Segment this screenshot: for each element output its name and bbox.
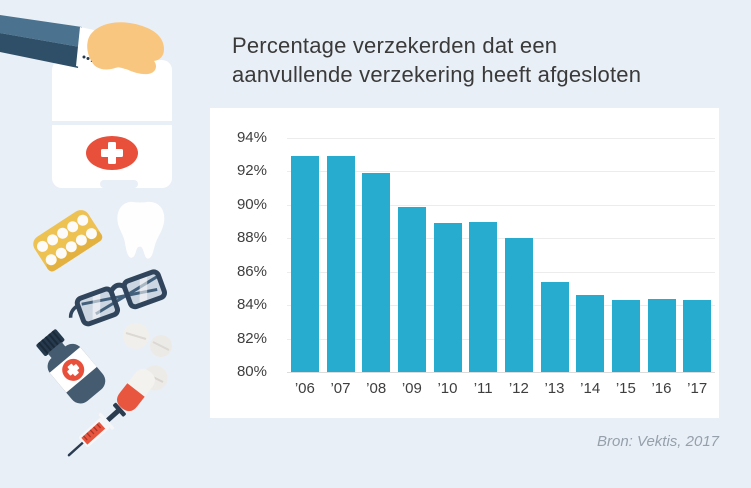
y-tick-label: 92% [236,162,267,180]
glasses-icon [68,269,168,327]
gridline [287,372,715,373]
bar [469,221,498,372]
gridline [287,204,715,206]
bar [540,281,569,372]
first-aid-kit-icon [52,60,172,188]
gridline [287,338,715,340]
pill-blister-icon [33,210,103,272]
bar [647,298,676,372]
tablet-icon [123,323,172,357]
y-tick-label: 84% [236,296,267,314]
y-tick-label: 86% [236,262,267,280]
bar [576,295,605,372]
y-tick-label: 80% [236,363,267,380]
x-tick-label: ’16 [651,380,672,397]
bar [504,238,533,372]
y-tick-label: 82% [236,329,267,347]
x-tick-label: ’12 [508,380,529,397]
medicine-bottle-icon [36,329,106,404]
page-title-line2: aanvullende verzekering heeft afgesloten [232,62,642,87]
x-tick-label: ’11 [473,380,493,397]
source-credit: Bron: Vektis, 2017 [596,433,719,450]
bar [326,156,355,372]
x-tick-label: ’15 [615,380,636,397]
gridline [287,171,715,173]
x-tick-label: ’17 [687,380,708,397]
page-title-line1: Percentage verzekerden dat een [232,33,558,58]
arm-sleeve-icon [0,15,94,70]
y-tick-label: 94% [236,129,267,146]
tooth-icon [117,201,165,259]
chart-panel: 94% 92% 90% 88% 86% 84% 82% 80% ’06 ’07 ’08 ’09 ’10… [210,108,719,418]
x-tick-label: ’13 [544,380,565,397]
bar [683,300,712,372]
y-tick-label: 88% [236,229,267,247]
capsule-icon [117,365,168,412]
bar [397,206,426,372]
x-tick-label: ’08 [366,380,387,397]
x-tick-label: ’06 [294,380,315,397]
x-tick-label: ’10 [437,380,458,397]
x-tick-label: ’14 [580,380,601,397]
x-tick-label: ’07 [330,380,351,397]
gridline [287,238,715,240]
bar [290,156,319,372]
y-tick-label: 90% [236,195,267,213]
syringe-icon [67,402,126,457]
plot-area [287,138,715,373]
x-tick-label: ’09 [401,380,422,397]
bar [611,300,640,372]
hand-icon [87,22,164,75]
medical-illustrations [0,15,172,457]
bar [433,223,462,372]
gridline [287,271,715,273]
gridline [287,138,715,139]
page-title: Percentage verzekerden dat een aanvullen… [232,31,641,89]
bar [362,173,391,372]
gridline [287,305,715,307]
